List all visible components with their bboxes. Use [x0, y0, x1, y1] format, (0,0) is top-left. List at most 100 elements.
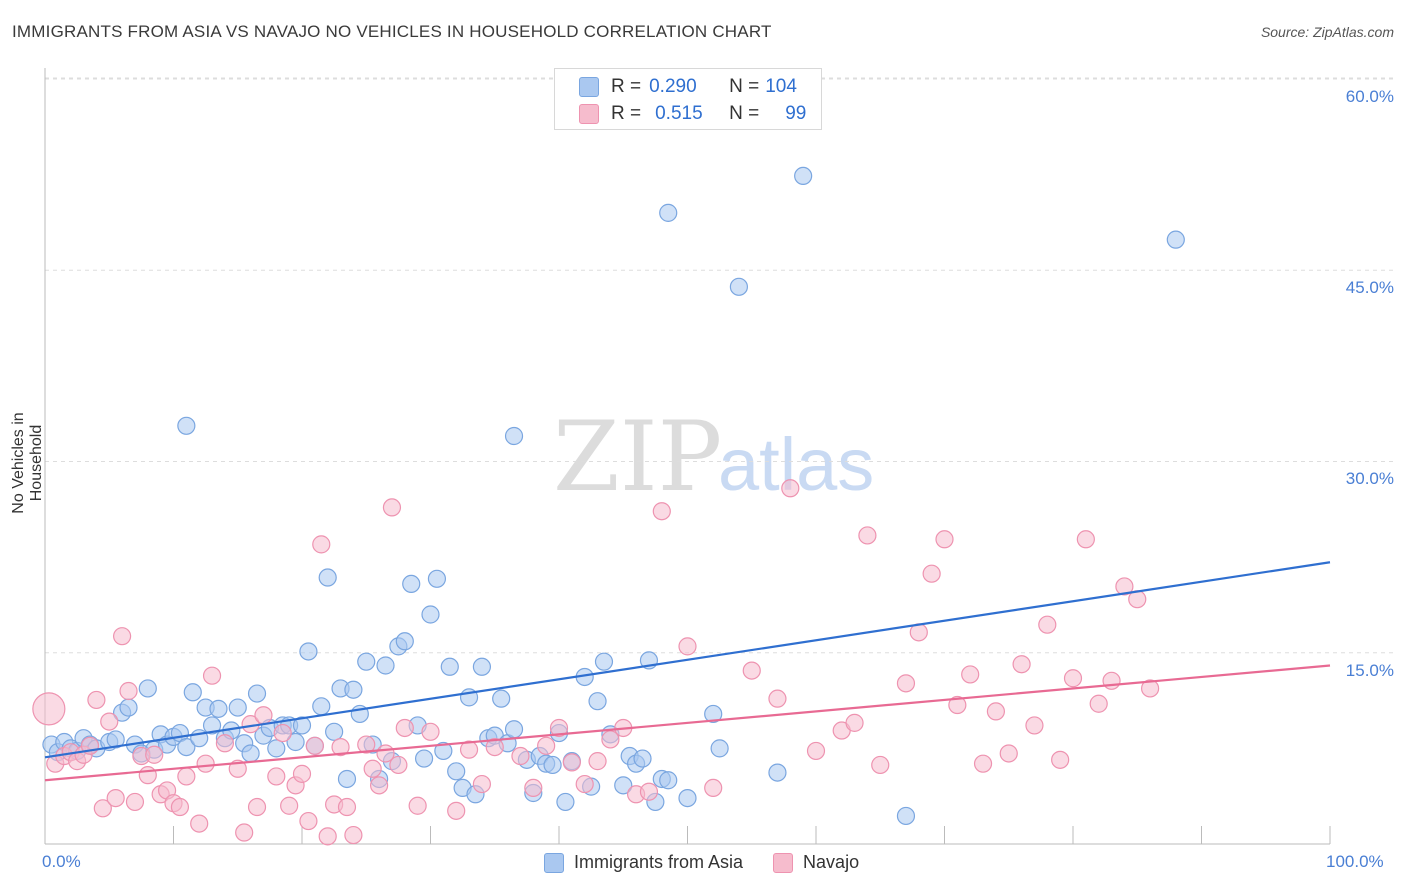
- point-navajo: [125, 792, 145, 812]
- point-navajo: [119, 681, 138, 701]
- point-navajo: [93, 799, 112, 818]
- point-navajo: [344, 825, 363, 845]
- point-navajo: [524, 778, 543, 798]
- point-navajo: [299, 811, 318, 831]
- point-asia: [119, 698, 138, 717]
- point-asia: [376, 656, 395, 675]
- point-navajo: [472, 774, 491, 794]
- point-navajo: [312, 535, 331, 554]
- point-navajo: [305, 736, 324, 755]
- point-navajo: [337, 797, 357, 817]
- point-navajo: [1102, 671, 1121, 690]
- point-asia: [177, 416, 196, 435]
- point-navajo: [986, 702, 1006, 721]
- legend-r-label: R =: [611, 103, 642, 124]
- point-navajo: [87, 690, 106, 710]
- point-navajo: [871, 755, 890, 775]
- point-navajo: [196, 754, 215, 773]
- legend-n-label: N =: [729, 76, 760, 97]
- point-navajo: [1038, 615, 1057, 634]
- y-axis-label: No Vehicles in Household: [10, 412, 45, 514]
- legend-n-value-asia: 104: [765, 76, 797, 97]
- point-navajo: [1025, 716, 1044, 735]
- point-navajo: [973, 754, 993, 773]
- point-navajo: [177, 767, 196, 786]
- source-credit: Source: ZipAtlas.com: [1260, 24, 1394, 40]
- point-asia: [1166, 230, 1185, 249]
- bottom-legend-item-navajo: Navajo: [773, 852, 859, 873]
- x-tick-label-100: 100.0%: [1326, 852, 1384, 871]
- point-asia: [395, 632, 414, 651]
- point-asia: [228, 698, 247, 717]
- y-tick-label-15: 15.0%: [1345, 661, 1394, 680]
- point-navajo: [254, 706, 273, 725]
- point-asia: [177, 737, 196, 757]
- point-navajo: [537, 736, 556, 755]
- point-navajo: [363, 759, 382, 778]
- legend-r-value-asia: 0.290: [649, 76, 697, 97]
- point-navajo: [382, 498, 402, 517]
- point-navajo: [112, 627, 132, 646]
- point-asia: [543, 755, 562, 775]
- point-navajo: [768, 689, 787, 708]
- point-navajo: [331, 737, 350, 757]
- point-asia: [312, 697, 331, 716]
- bottom-legend: Immigrants from Asia Navajo: [544, 852, 889, 873]
- point-navajo: [1115, 577, 1134, 596]
- point-navajo: [896, 674, 916, 693]
- point-navajo: [100, 712, 119, 731]
- point-asia: [138, 679, 157, 698]
- y-tick-label-45: 45.0%: [1345, 278, 1394, 297]
- point-asia: [594, 652, 614, 671]
- point-asia: [678, 788, 697, 808]
- point-asia: [504, 426, 524, 446]
- point-navajo: [106, 788, 125, 808]
- point-navajo: [1063, 669, 1083, 688]
- point-asia: [344, 680, 363, 699]
- point-asia: [427, 569, 447, 588]
- chart-title: IMMIGRANTS FROM ASIA VS NAVAJO NO VEHICL…: [12, 22, 772, 41]
- point-navajo: [190, 814, 209, 833]
- point-asia: [402, 574, 421, 594]
- point-asia: [794, 166, 813, 185]
- point-asia: [247, 684, 267, 703]
- point-asia: [556, 792, 575, 812]
- point-navajo: [639, 782, 659, 801]
- point-navajo: [138, 766, 157, 785]
- point-asia: [633, 749, 652, 768]
- point-navajo: [562, 753, 581, 772]
- point-navajo: [32, 692, 66, 726]
- legend-n-label: N =: [729, 103, 760, 124]
- point-navajo: [357, 735, 376, 754]
- point-navajo: [935, 530, 954, 549]
- point-navajo: [652, 502, 671, 521]
- point-asia: [659, 771, 678, 790]
- point-asia: [267, 739, 286, 758]
- point-navajo: [858, 526, 877, 545]
- point-asia: [768, 763, 787, 782]
- point-asia: [337, 769, 357, 789]
- point-asia: [896, 806, 916, 826]
- point-navajo: [922, 564, 941, 583]
- point-navajo: [845, 713, 864, 732]
- point-navajo: [806, 741, 826, 761]
- point-asia: [492, 689, 511, 708]
- point-navajo: [781, 479, 800, 498]
- point-asia: [414, 749, 434, 768]
- x-tick-label-0: 0.0%: [42, 852, 81, 871]
- point-navajo: [318, 827, 337, 846]
- point-navajo: [704, 778, 723, 798]
- point-asia: [472, 657, 491, 676]
- point-navajo: [511, 746, 530, 766]
- legend-r-value-navajo: 0.515: [655, 103, 703, 124]
- point-navajo: [280, 796, 299, 815]
- y-tick-label-30: 30.0%: [1345, 469, 1394, 488]
- point-asia: [421, 605, 440, 624]
- point-asia: [209, 699, 228, 718]
- bottom-legend-label-navajo: Navajo: [803, 852, 860, 872]
- point-navajo: [202, 666, 222, 685]
- point-navajo: [267, 767, 286, 786]
- point-navajo: [742, 661, 761, 680]
- legend-swatch-asia: [579, 77, 599, 97]
- point-asia: [614, 776, 633, 795]
